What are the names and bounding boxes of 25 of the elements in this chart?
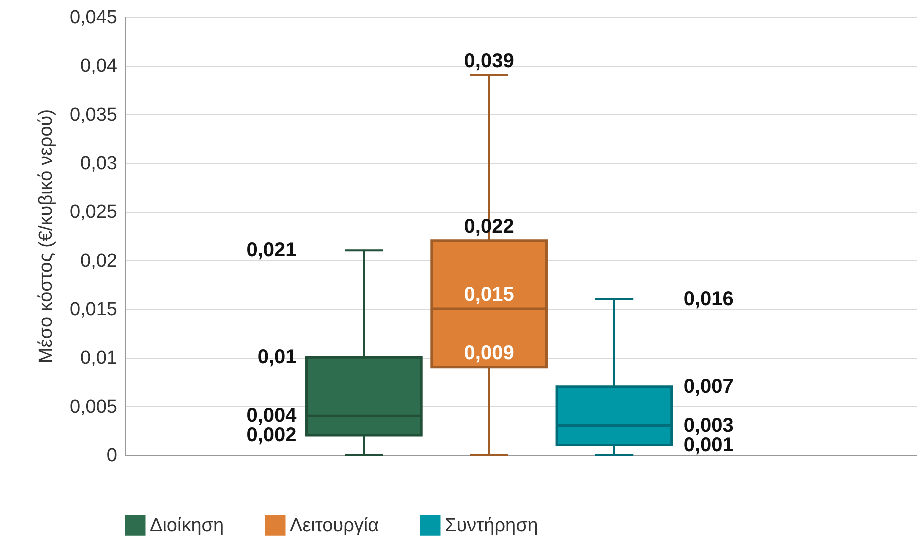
y-tick-label: 0,035 (70, 104, 118, 126)
y-tick-label: 0,015 (70, 300, 118, 320)
y-tick-label: 0,04 (80, 56, 118, 78)
y-tick-label: 0,045 (70, 8, 118, 28)
text: 0,002 (246, 424, 297, 447)
legend-label: Συντήρηση (445, 516, 538, 537)
text: 0,016 (684, 288, 734, 310)
legend-label: Λειτουργία (290, 516, 380, 537)
text: 0,015 (464, 284, 514, 306)
y-axis-title: Μέσο κόστος (€/κυβικό νερού) (36, 109, 57, 364)
text: 0,039 (464, 50, 514, 72)
text: 0,001 (684, 434, 734, 456)
y-tick-label: 0,02 (80, 250, 118, 272)
y-tick-label: 0 (106, 446, 118, 466)
y-tick-label: 0,005 (70, 396, 118, 418)
text: 0,003 (684, 414, 734, 437)
text: 0,021 (246, 240, 297, 262)
text: 0,01 (258, 346, 297, 369)
text: 0,004 (246, 405, 297, 428)
legend-label: Διοίκηση (150, 516, 224, 537)
y-tick-label: 0,025 (70, 202, 118, 224)
text: 0,009 (464, 342, 514, 364)
y-tick-label: 0,03 (80, 154, 118, 174)
text: 0,007 (684, 376, 734, 398)
y-tick-label: 0,01 (80, 348, 118, 370)
